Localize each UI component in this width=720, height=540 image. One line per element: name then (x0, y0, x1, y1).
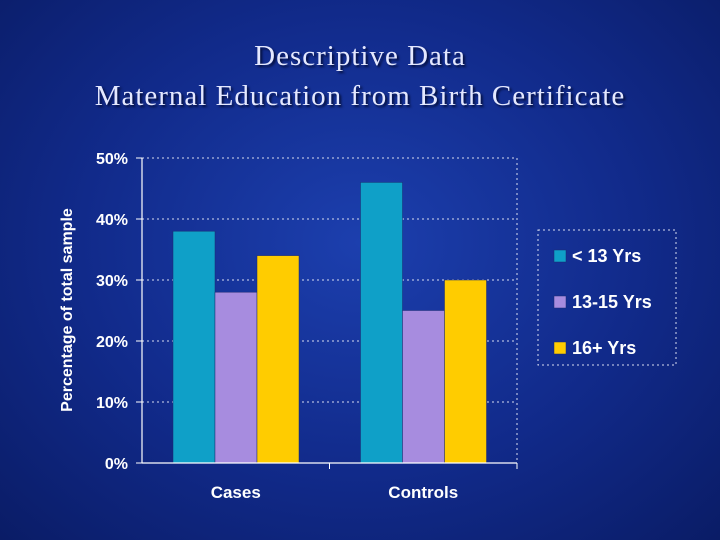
legend-label: 13-15 Yrs (572, 292, 652, 312)
bars (172, 182, 487, 464)
title-line-2: Maternal Education from Birth Certificat… (94, 80, 626, 112)
y-tick-label: 20% (96, 334, 128, 351)
legend-swatch (553, 249, 567, 263)
gridlines (142, 157, 518, 463)
y-tick-label: 30% (96, 273, 128, 290)
y-axis-title: Percentage of total sample (59, 208, 76, 412)
bar-controls-series-3 (444, 279, 487, 464)
axes: 0% 10% 20% 30% 40% 50% Cases Controls (96, 151, 518, 502)
y-tick-label: 10% (96, 395, 128, 412)
y-tick-label: 40% (96, 212, 128, 229)
x-category-label: Cases (211, 483, 261, 502)
slide-title: Descriptive Data Maternal Education from… (0, 36, 720, 116)
legend-box (537, 229, 677, 366)
y-tick-label: 50% (96, 151, 128, 168)
legend-swatch (553, 295, 567, 309)
legend-swatch (553, 341, 567, 355)
y-tick-label: 0% (105, 456, 128, 473)
x-category-label: Controls (388, 483, 458, 502)
title-line-1: Descriptive Data (254, 40, 466, 72)
bar-cases-series-2 (214, 291, 258, 464)
bar-controls-series-2 (402, 310, 445, 464)
legend: < 13 Yrs 13-15 Yrs 16+ Yrs (537, 229, 677, 366)
bar-cases-series-3 (256, 255, 300, 464)
bar-cases-series-1 (172, 230, 216, 464)
bar-controls-series-1 (360, 182, 403, 464)
legend-label: < 13 Yrs (572, 246, 641, 266)
legend-label: 16+ Yrs (572, 338, 636, 358)
